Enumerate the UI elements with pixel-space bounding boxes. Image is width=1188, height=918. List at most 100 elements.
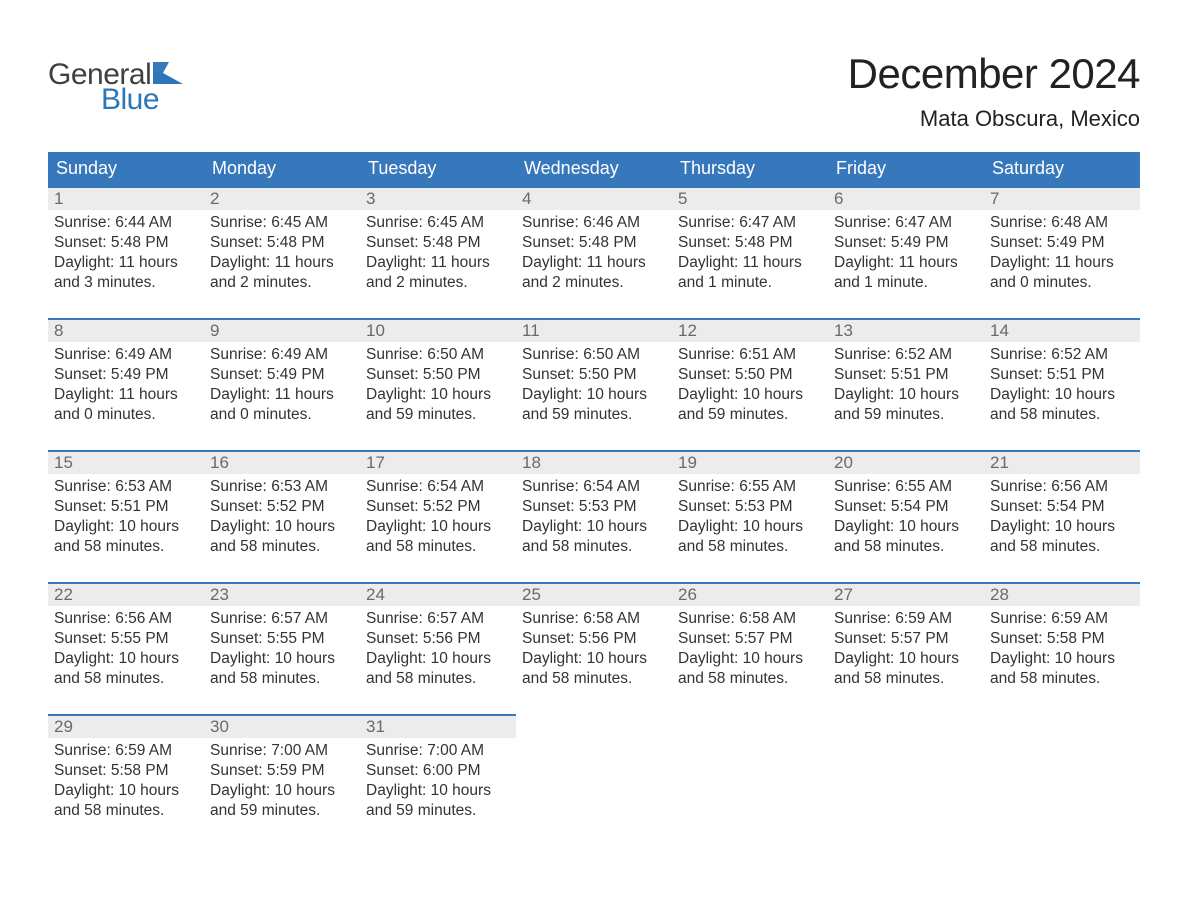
calendar-day-cell: 5Sunrise: 6:47 AMSunset: 5:48 PMDaylight…	[672, 187, 828, 319]
weekday-header: Monday	[204, 152, 360, 187]
sunset-line: Sunset: 5:52 PM	[366, 497, 508, 517]
sunrise-value: 6:55 AM	[895, 478, 952, 495]
sunset-line: Sunset: 5:56 PM	[522, 629, 664, 649]
sunrise-line: Sunrise: 6:47 AM	[678, 213, 820, 233]
daylight-hours: 11	[1055, 254, 1071, 271]
daylight-minutes: 58	[708, 670, 725, 687]
day-details: Sunrise: 6:57 AMSunset: 5:55 PMDaylight:…	[204, 606, 360, 690]
sunset-line: Sunset: 5:53 PM	[678, 497, 820, 517]
sunrise-line: Sunrise: 6:55 AM	[834, 477, 976, 497]
daylight-hours: 11	[275, 386, 291, 403]
daylight-hours: 11	[743, 254, 759, 271]
day-number-bar: 27	[828, 584, 984, 606]
day-number-bar: 23	[204, 584, 360, 606]
daylight-hours: 10	[1055, 518, 1072, 535]
daylight-hours: 11	[119, 254, 135, 271]
daylight-minutes: 2	[240, 274, 249, 291]
sunrise-value: 6:45 AM	[271, 214, 328, 231]
day-details: Sunrise: 6:52 AMSunset: 5:51 PMDaylight:…	[984, 342, 1140, 426]
sunrise-line: Sunrise: 6:54 AM	[366, 477, 508, 497]
day-details: Sunrise: 6:58 AMSunset: 5:57 PMDaylight:…	[672, 606, 828, 690]
sunrise-line: Sunrise: 6:55 AM	[678, 477, 820, 497]
sunrise-value: 6:54 AM	[427, 478, 484, 495]
daylight-minutes: 1	[864, 274, 873, 291]
sunrise-line: Sunrise: 6:59 AM	[990, 609, 1132, 629]
sunrise-line: Sunrise: 7:00 AM	[210, 741, 352, 761]
day-number-bar: 9	[204, 320, 360, 342]
calendar-day-cell: 3Sunrise: 6:45 AMSunset: 5:48 PMDaylight…	[360, 187, 516, 319]
daylight-minutes: 59	[708, 406, 725, 423]
sunset-line: Sunset: 5:56 PM	[366, 629, 508, 649]
calendar-week-row: 1Sunrise: 6:44 AMSunset: 5:48 PMDaylight…	[48, 187, 1140, 319]
calendar-day-cell: 29Sunrise: 6:59 AMSunset: 5:58 PMDayligh…	[48, 715, 204, 847]
sunset-value: 5:51 PM	[891, 366, 949, 383]
sunrise-line: Sunrise: 6:50 AM	[366, 345, 508, 365]
daylight-hours: 11	[587, 254, 603, 271]
sunrise-value: 6:57 AM	[271, 610, 328, 627]
day-number: 6	[834, 189, 843, 208]
daylight-minutes: 59	[864, 406, 881, 423]
weekday-header: Wednesday	[516, 152, 672, 187]
daylight-line-2: and 58 minutes.	[522, 537, 664, 557]
day-number: 18	[522, 453, 541, 472]
day-details: Sunrise: 6:46 AMSunset: 5:48 PMDaylight:…	[516, 210, 672, 294]
daylight-hours: 11	[431, 254, 447, 271]
sunrise-value: 6:56 AM	[1051, 478, 1108, 495]
sunrise-value: 6:56 AM	[115, 610, 172, 627]
daylight-line-1: Daylight: 10 hours	[522, 517, 664, 537]
day-number: 17	[366, 453, 385, 472]
day-number: 8	[54, 321, 63, 340]
sunset-line: Sunset: 5:51 PM	[54, 497, 196, 517]
daylight-minutes: 2	[552, 274, 561, 291]
daylight-line-1: Daylight: 10 hours	[834, 517, 976, 537]
day-details: Sunrise: 6:45 AMSunset: 5:48 PMDaylight:…	[360, 210, 516, 294]
daylight-line-2: and 58 minutes.	[678, 537, 820, 557]
daylight-hours: 10	[119, 650, 136, 667]
sunrise-line: Sunrise: 6:52 AM	[990, 345, 1132, 365]
sunset-line: Sunset: 5:55 PM	[54, 629, 196, 649]
sunset-line: Sunset: 5:49 PM	[54, 365, 196, 385]
daylight-minutes: 59	[552, 406, 569, 423]
daylight-line-2: and 58 minutes.	[210, 669, 352, 689]
sunset-value: 5:54 PM	[891, 498, 949, 515]
sunset-value: 5:54 PM	[1047, 498, 1105, 515]
daylight-line-2: and 58 minutes.	[834, 537, 976, 557]
day-number: 4	[522, 189, 531, 208]
daylight-line-1: Daylight: 10 hours	[366, 385, 508, 405]
day-number-bar: 3	[360, 188, 516, 210]
sunset-line: Sunset: 5:59 PM	[210, 761, 352, 781]
daylight-line-1: Daylight: 11 hours	[54, 385, 196, 405]
weekday-header: Thursday	[672, 152, 828, 187]
sunset-value: 5:57 PM	[735, 630, 793, 647]
daylight-hours: 10	[899, 650, 916, 667]
day-number: 15	[54, 453, 73, 472]
calendar-week-row: 29Sunrise: 6:59 AMSunset: 5:58 PMDayligh…	[48, 715, 1140, 847]
day-number-bar: 17	[360, 452, 516, 474]
daylight-hours: 10	[743, 518, 760, 535]
day-number: 26	[678, 585, 697, 604]
sunset-line: Sunset: 5:48 PM	[678, 233, 820, 253]
daylight-line-1: Daylight: 10 hours	[678, 385, 820, 405]
day-number-bar: 29	[48, 716, 204, 738]
sunrise-line: Sunrise: 6:48 AM	[990, 213, 1132, 233]
daylight-hours: 10	[1055, 650, 1072, 667]
daylight-minutes: 0	[84, 406, 93, 423]
sunrise-value: 6:47 AM	[739, 214, 796, 231]
sunset-value: 5:56 PM	[423, 630, 481, 647]
sunrise-line: Sunrise: 6:57 AM	[366, 609, 508, 629]
daylight-hours: 11	[275, 254, 291, 271]
weekday-header: Saturday	[984, 152, 1140, 187]
day-number-bar: 14	[984, 320, 1140, 342]
day-details: Sunrise: 6:48 AMSunset: 5:49 PMDaylight:…	[984, 210, 1140, 294]
day-number-bar: 31	[360, 716, 516, 738]
calendar-day-cell: 27Sunrise: 6:59 AMSunset: 5:57 PMDayligh…	[828, 583, 984, 715]
sunset-value: 5:48 PM	[423, 234, 481, 251]
daylight-minutes: 59	[396, 802, 413, 819]
sunrise-value: 6:44 AM	[115, 214, 172, 231]
page-header: General Blue December 2024 Mata Obscura,…	[48, 50, 1140, 132]
weekday-header: Sunday	[48, 152, 204, 187]
calendar-day-cell: 12Sunrise: 6:51 AMSunset: 5:50 PMDayligh…	[672, 319, 828, 451]
sunset-value: 5:49 PM	[1047, 234, 1105, 251]
sunset-value: 5:48 PM	[579, 234, 637, 251]
day-number: 14	[990, 321, 1009, 340]
